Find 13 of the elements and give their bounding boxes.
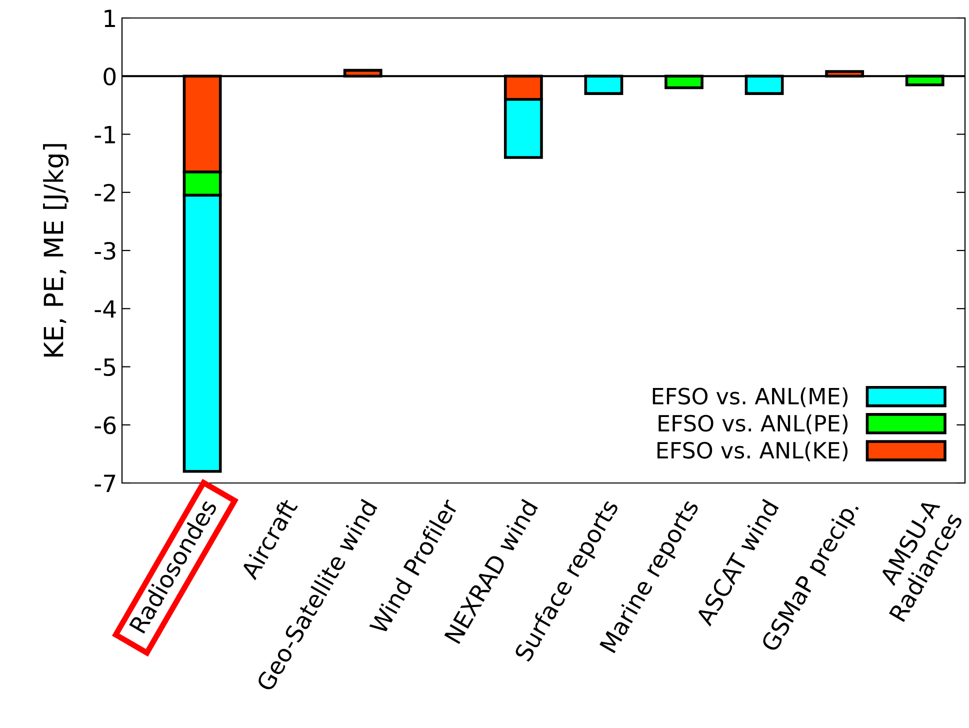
- y-tick-label: -3: [94, 242, 116, 260]
- y-tick-label: -2: [94, 184, 115, 202]
- y-tick-label: -7: [94, 474, 116, 492]
- legend-label: EFSO vs. ANL(PE): [658, 414, 848, 434]
- y-tick-label: -5: [94, 358, 116, 376]
- y-tick-label: 1: [104, 10, 115, 27]
- y-tick-label: -6: [94, 416, 116, 434]
- legend-label: EFSO vs. ANL(ME): [652, 387, 848, 408]
- y-tick-label: -4: [94, 300, 116, 318]
- legend-label: EFSO vs. ANL(KE): [658, 442, 848, 462]
- y-tick-label: 0: [104, 68, 116, 86]
- y-axis-title: KE, PE, ME [J/kg]: [43, 144, 69, 357]
- y-tick-label: -1: [94, 126, 115, 144]
